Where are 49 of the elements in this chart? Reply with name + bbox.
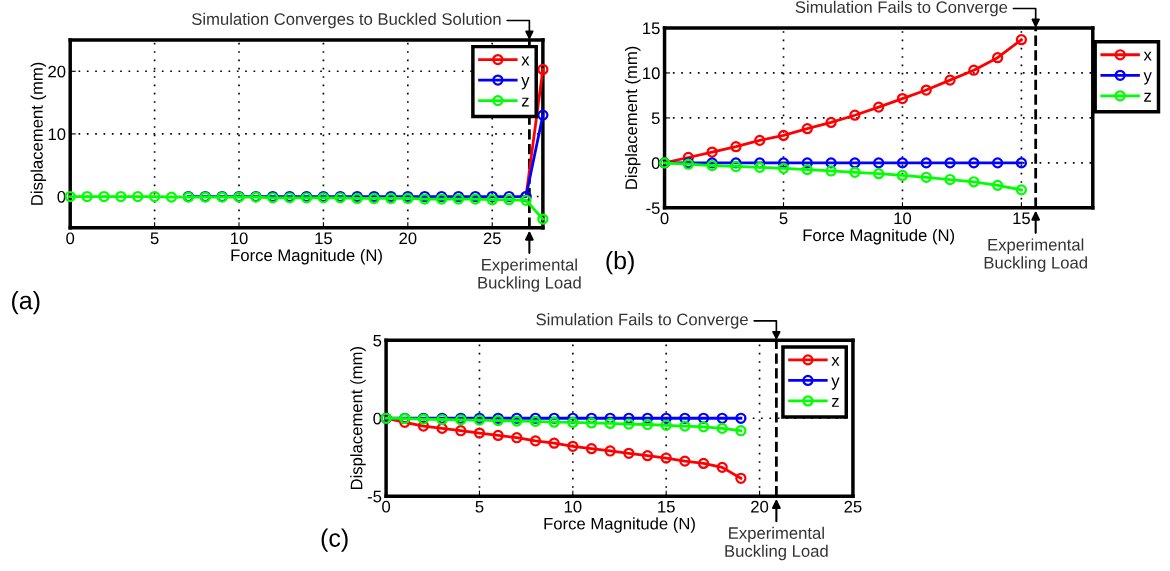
x-tick-label: 25	[844, 500, 862, 513]
x-tick-label: 0	[382, 500, 391, 513]
y-tick-label: 10	[643, 67, 660, 80]
legend-label: x	[521, 56, 530, 66]
y-axis-title: Displacement (mm)	[30, 62, 47, 205]
y-axis-title: Displacement (mm)	[624, 46, 641, 189]
legend-label: x	[831, 356, 840, 366]
text: Simulation Fails to Converge	[536, 313, 748, 329]
x-tick-label: 0	[660, 212, 669, 225]
x-tick-label: 15	[1013, 212, 1030, 225]
text: (c)	[321, 528, 348, 552]
y-tick-label: 0	[57, 190, 66, 203]
x-axis-title: Force Magnitude (N)	[231, 248, 382, 265]
y-tick-label: 5	[651, 112, 660, 125]
x-tick-label: 10	[231, 232, 248, 245]
legend-label: z	[1144, 92, 1151, 102]
x-axis-title: Force Magnitude (N)	[803, 228, 955, 245]
x-tick-label: 5	[779, 212, 788, 225]
legend-label: x	[1143, 51, 1152, 61]
y-tick-label: 15	[643, 22, 660, 35]
x-tick-label: 0	[66, 232, 75, 245]
y-axis-title: Displacement (mm)	[350, 347, 366, 490]
legend-label: y	[521, 77, 530, 90]
y-tick-label: -5	[367, 490, 382, 503]
text: Simulation Fails to Converge	[795, 0, 1008, 17]
y-tick-label: 0	[373, 412, 382, 425]
x-tick-label: 5	[475, 500, 484, 513]
x-tick-label: 10	[894, 212, 912, 225]
legend-label: y	[1143, 72, 1152, 85]
x-tick-label: 5	[150, 232, 159, 245]
y-tick-label: 5	[373, 334, 382, 347]
legend-label: y	[831, 377, 840, 390]
y-tick-label: 10	[48, 128, 66, 141]
x-tick-label: 20	[399, 232, 417, 245]
y-tick-label: 20	[48, 65, 66, 78]
y-tick-label: -5	[646, 202, 660, 215]
x-axis-title: Force Magnitude (N)	[544, 517, 695, 533]
ref-line-label: Experimental Buckling Load	[725, 526, 828, 561]
ref-line-label: Experimental Buckling Load	[984, 238, 1087, 272]
text: (a)	[12, 290, 40, 315]
x-tick-label: 15	[315, 232, 332, 245]
x-tick-label: 10	[564, 500, 582, 513]
text: (b)	[606, 251, 634, 275]
x-tick-label: 20	[751, 500, 769, 513]
legend-label: z	[831, 398, 839, 407]
legend-label: z	[521, 97, 529, 107]
ref-line-label: Experimental Buckling Load	[478, 258, 581, 292]
text: Simulation Converges to Buckled Solution	[192, 12, 501, 29]
x-tick-label: 25	[483, 232, 501, 245]
